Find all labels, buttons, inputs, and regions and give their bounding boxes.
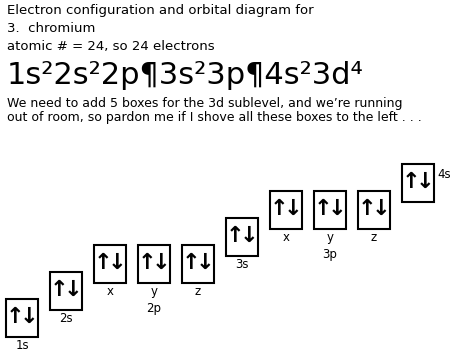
Text: 1s: 1s [15,339,29,352]
Bar [138,245,170,283]
Text: ↑: ↑ [182,253,201,273]
Text: ↑: ↑ [226,226,244,246]
Text: y: y [151,285,157,298]
Text: ↑: ↑ [137,253,156,273]
Text: 2p: 2p [146,302,162,315]
Text: Electron configuration and orbital diagram for: Electron configuration and orbital diagr… [7,4,314,17]
Text: ↑: ↑ [270,199,288,219]
Text: ↓: ↓ [240,226,258,246]
Bar [50,272,82,310]
Text: ↓: ↓ [152,253,170,273]
Text: x: x [283,231,290,244]
Text: ↑: ↑ [6,307,24,327]
Bar [402,164,434,202]
Bar [270,191,302,229]
Text: 3p: 3p [323,248,337,261]
Text: ↓: ↓ [196,253,214,273]
Text: ↑: ↑ [358,199,376,219]
Text: ↓: ↓ [372,199,391,219]
Text: 2s: 2s [59,312,73,325]
Bar [314,191,346,229]
Text: ↓: ↓ [20,307,38,327]
Text: out of room, so pardon me if I shove all these boxes to the left . . .: out of room, so pardon me if I shove all… [7,111,422,124]
Text: ↓: ↓ [108,253,127,273]
Text: ↓: ↓ [64,280,82,300]
Text: 3.  chromium: 3. chromium [7,22,95,35]
Text: ↑: ↑ [94,253,112,273]
Text: atomic # = 24, so 24 electrons: atomic # = 24, so 24 electrons [7,40,215,53]
Bar [94,245,126,283]
Text: ↓: ↓ [416,172,434,192]
Text: x: x [107,285,113,298]
Bar [6,299,38,337]
Text: ↑: ↑ [50,280,68,300]
Text: 3s: 3s [235,258,249,271]
Text: z: z [371,231,377,244]
Text: ↓: ↓ [328,199,346,219]
Text: y: y [327,231,334,244]
Text: ↑: ↑ [314,199,332,219]
Text: 4s: 4s [437,168,451,181]
Bar [182,245,214,283]
Text: z: z [195,285,201,298]
Bar [226,218,258,256]
Text: We need to add 5 boxes for the 3d sublevel, and we’re running: We need to add 5 boxes for the 3d sublev… [7,97,402,110]
Text: 1s²2s²2p¶3s²3p¶4s²3d⁴: 1s²2s²2p¶3s²3p¶4s²3d⁴ [7,61,364,90]
Bar [358,191,390,229]
Text: ↑: ↑ [401,172,420,192]
Text: ↓: ↓ [284,199,302,219]
